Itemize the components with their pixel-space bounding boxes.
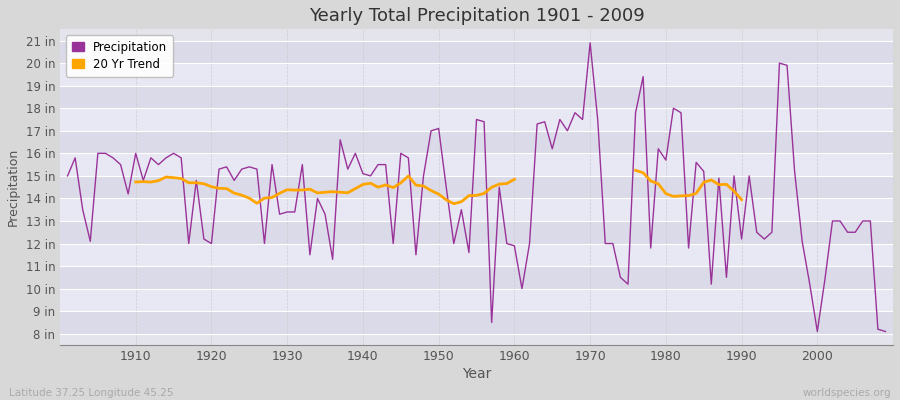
Bar bbox=[60, 266, 893, 289]
Text: Latitude 37.25 Longitude 45.25: Latitude 37.25 Longitude 45.25 bbox=[9, 388, 174, 398]
Bar bbox=[60, 131, 893, 153]
Bar bbox=[60, 153, 893, 176]
Bar bbox=[60, 176, 893, 198]
Bar bbox=[60, 244, 893, 266]
Legend: Precipitation, 20 Yr Trend: Precipitation, 20 Yr Trend bbox=[66, 35, 173, 76]
Bar bbox=[60, 86, 893, 108]
Bar bbox=[60, 108, 893, 131]
Bar bbox=[60, 221, 893, 244]
Bar bbox=[60, 289, 893, 311]
Bar bbox=[60, 311, 893, 334]
Bar bbox=[60, 63, 893, 86]
Title: Yearly Total Precipitation 1901 - 2009: Yearly Total Precipitation 1901 - 2009 bbox=[309, 7, 644, 25]
Bar bbox=[60, 40, 893, 63]
Y-axis label: Precipitation: Precipitation bbox=[7, 148, 20, 226]
Text: worldspecies.org: worldspecies.org bbox=[803, 388, 891, 398]
X-axis label: Year: Year bbox=[462, 367, 491, 381]
Bar bbox=[60, 198, 893, 221]
